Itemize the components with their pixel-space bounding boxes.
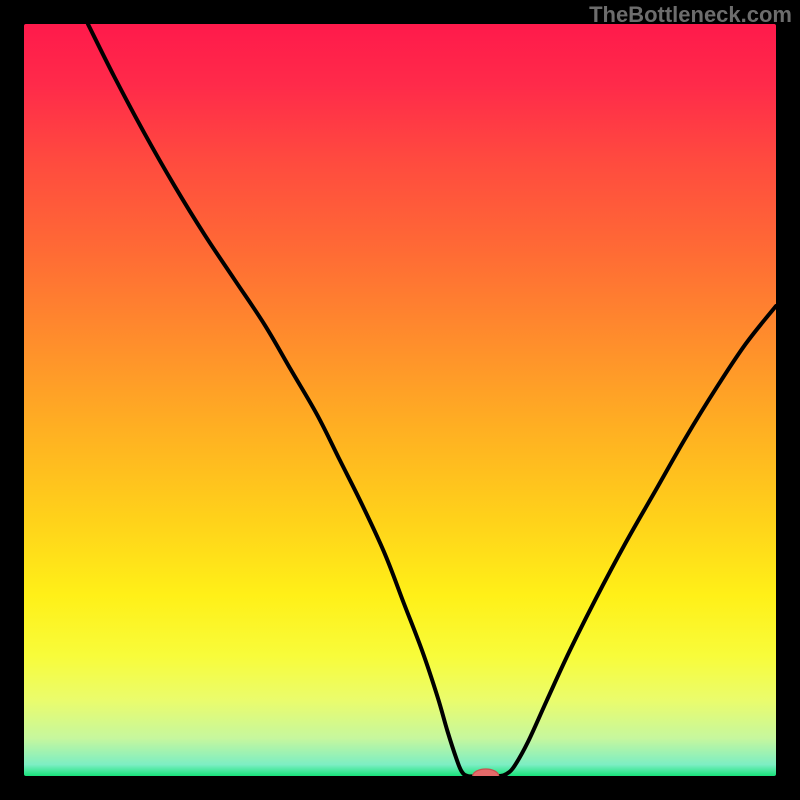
optimum-marker [473, 769, 499, 776]
watermark-text: TheBottleneck.com [589, 2, 792, 28]
bottleneck-curve [88, 24, 776, 776]
chart-container: TheBottleneck.com [0, 0, 800, 800]
plot-area [24, 24, 776, 776]
curve-layer [24, 24, 776, 776]
